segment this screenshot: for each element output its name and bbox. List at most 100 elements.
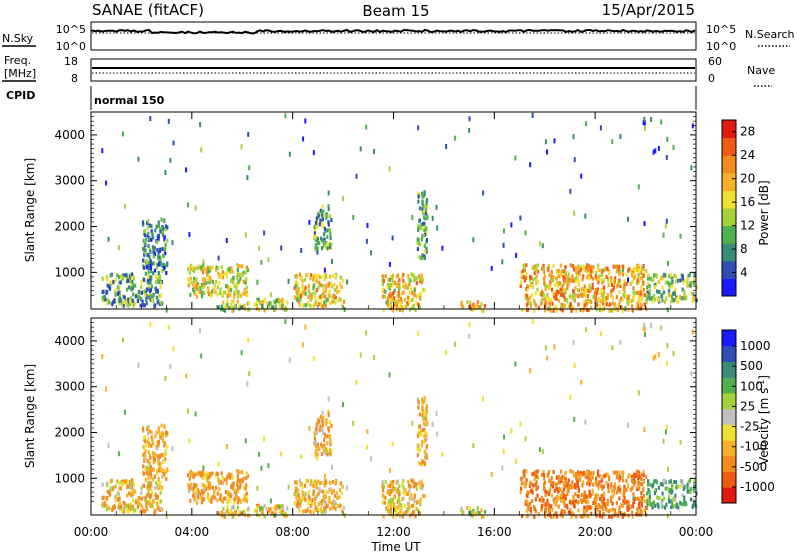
echo-cell (582, 264, 586, 269)
echo-speckle (359, 352, 362, 358)
echo-cell (200, 473, 204, 478)
echo-cell (422, 234, 425, 238)
echo-cell (579, 271, 582, 276)
echo-cell (386, 303, 390, 307)
echo-cell (640, 295, 643, 300)
echo-speckle (637, 390, 640, 396)
echo-cell (326, 228, 329, 233)
echo-cell (559, 292, 562, 297)
echo-cell (318, 508, 321, 512)
echo-cell (196, 471, 199, 476)
echo-cell (615, 264, 618, 269)
echo-cell (192, 287, 195, 292)
echo-cell (417, 405, 420, 410)
y-tick-label: 4000 (54, 334, 85, 348)
echo-cell (304, 509, 307, 514)
echo-cell (606, 292, 609, 297)
echo-cell (118, 301, 121, 305)
echo-speckle (202, 465, 205, 471)
echo-speckle (637, 184, 640, 190)
echo-cell (387, 293, 390, 298)
echo-cell (157, 477, 160, 481)
echo-cell (425, 444, 428, 448)
echo-cell (543, 308, 547, 313)
echo-cell (322, 209, 325, 214)
cpid-mode: normal 150 (94, 94, 165, 107)
echo-cell (134, 489, 137, 494)
echo-cell (122, 509, 125, 514)
echo-cell (602, 285, 605, 290)
echo-cell (581, 287, 584, 291)
echo-cell (421, 459, 424, 464)
echo-cell (236, 500, 239, 505)
echo-cell (253, 302, 256, 307)
echo-cell (523, 469, 527, 474)
echo-cell (384, 480, 387, 485)
echo-cell (140, 280, 143, 285)
echo-cell (152, 271, 155, 276)
echo-cell (328, 495, 331, 500)
echo-cell (536, 469, 539, 474)
echo-cell (419, 296, 422, 301)
echo-cell (150, 443, 153, 448)
echo-cell (119, 502, 122, 507)
echo-cell (157, 480, 160, 484)
echo-cell (195, 294, 199, 299)
echo-cell (210, 293, 213, 298)
echo-cell (143, 436, 146, 440)
echo-cell (632, 268, 635, 273)
echo-cell (150, 482, 153, 487)
echo-cell (603, 496, 606, 501)
echo-cell (154, 280, 157, 285)
echo-cell (623, 512, 626, 517)
echo-speckle (331, 258, 333, 264)
echo-cell (576, 266, 579, 271)
echo-cell (146, 278, 150, 282)
echo-cell (395, 283, 398, 288)
echo-cell (126, 493, 129, 498)
echo-cell (201, 496, 204, 501)
echo-cell (217, 511, 220, 516)
echo-cell (607, 303, 610, 308)
echo-cell (525, 302, 528, 307)
echo-cell (586, 481, 589, 486)
echo-cell (156, 454, 159, 458)
echo-cell (158, 255, 161, 260)
echo-cell (109, 273, 112, 278)
echo-cell (623, 488, 627, 493)
echo-cell (686, 482, 689, 487)
echo-cell (573, 267, 576, 272)
echo-cell (316, 452, 319, 457)
echo-speckle (194, 411, 197, 417)
echo-cell (113, 504, 116, 509)
echo-cell (127, 503, 130, 508)
echo-speckle (280, 451, 283, 457)
echo-cell (480, 508, 483, 513)
echo-cell (582, 480, 585, 485)
echo-cell (156, 262, 159, 267)
echo-cell (156, 446, 159, 451)
echo-cell (274, 506, 277, 511)
echo-speckle (519, 215, 522, 221)
echo-cell (341, 303, 344, 308)
echo-cell (144, 498, 147, 503)
echo-cell (239, 293, 242, 298)
echo-cell (241, 479, 244, 484)
echo-cell (421, 408, 424, 412)
echo-speckle (300, 247, 303, 253)
echo-cell (235, 488, 238, 493)
echo-cell (685, 296, 688, 301)
echo-cell (566, 299, 569, 304)
echo-speckle (501, 259, 504, 265)
echo-cell (610, 289, 613, 294)
echo-speckle (269, 292, 272, 298)
echo-cell (319, 442, 323, 447)
echo-speckle (490, 471, 493, 477)
echo-cell (142, 444, 145, 449)
echo-cell (562, 509, 565, 514)
echo-cell (161, 301, 164, 306)
echo-cell (248, 307, 251, 312)
echo-cell (316, 446, 319, 451)
echo-speckle (352, 215, 355, 220)
echo-cell (147, 266, 150, 271)
